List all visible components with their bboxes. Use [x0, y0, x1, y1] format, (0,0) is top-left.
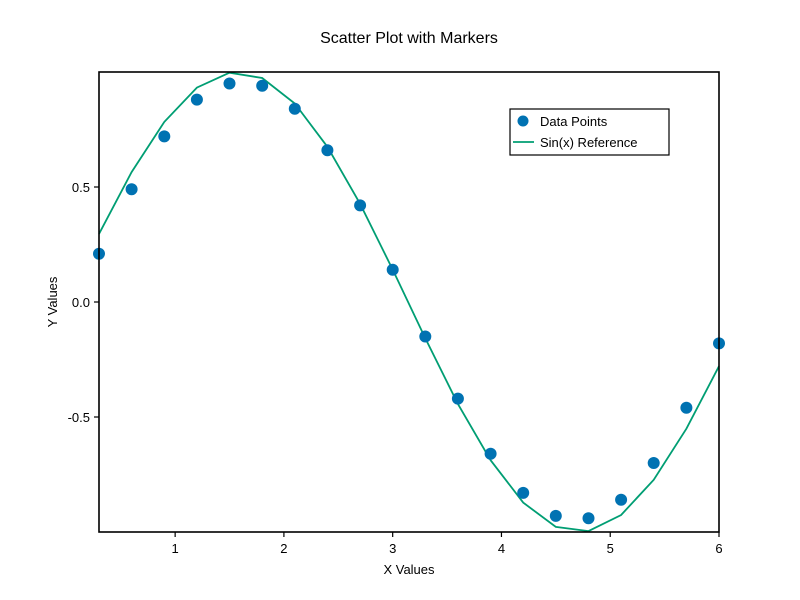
x-tick-label: 3 [389, 541, 396, 556]
data-point [647, 457, 660, 469]
data-point [386, 263, 399, 276]
data-point [354, 199, 367, 212]
data-point [223, 77, 236, 90]
x-tick-label: 4 [498, 541, 505, 556]
legend-label-data-points: Data Points [540, 114, 608, 129]
y-tick-label: -0.5 [68, 410, 90, 425]
x-axis-label: X Values [383, 562, 435, 577]
data-point [158, 130, 171, 143]
data-point [517, 486, 530, 499]
y-axis-ticks: 0.5 0.0 -0.5 [68, 180, 99, 425]
legend: Data Points Sin(x) Reference [509, 108, 670, 156]
legend-box [509, 108, 670, 156]
chart-title: Scatter Plot with Markers [320, 30, 498, 47]
data-point [256, 79, 269, 92]
y-tick-label: 0.5 [72, 180, 90, 195]
data-point [484, 447, 497, 460]
data-point [125, 183, 138, 196]
data-point [549, 509, 562, 522]
data-point [615, 493, 628, 506]
data-point [190, 93, 203, 106]
data-point [582, 512, 595, 525]
data-point [321, 144, 334, 157]
data-point [288, 102, 301, 115]
data-point [419, 330, 432, 343]
plot-area [93, 71, 725, 533]
y-tick-label: 0.0 [72, 295, 90, 310]
data-point [451, 392, 464, 405]
sin-reference-line [98, 71, 720, 533]
legend-marker-icon [517, 115, 529, 127]
x-tick-label: 6 [715, 541, 722, 556]
y-axis-label: Y Values [45, 276, 60, 327]
data-point [680, 401, 693, 414]
x-tick-label: 1 [172, 541, 179, 556]
legend-label-sin-reference: Sin(x) Reference [540, 135, 638, 150]
x-axis-ticks: 1 2 3 4 5 6 [172, 532, 723, 556]
x-tick-label: 5 [607, 541, 614, 556]
x-tick-label: 2 [280, 541, 287, 556]
